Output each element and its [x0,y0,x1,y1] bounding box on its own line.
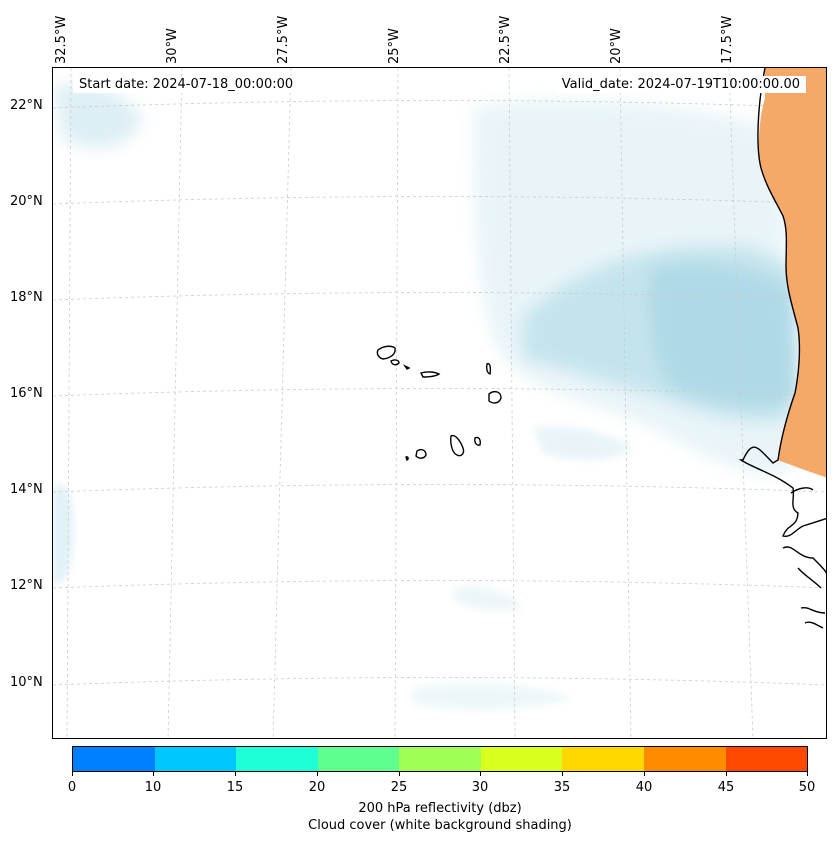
colorbar-segment [562,747,644,771]
colorbar-segment [236,747,318,771]
colorbar-tickmark [72,772,73,776]
colorbar-tickmark [644,772,645,776]
colorbar-tickmark [726,772,727,776]
colorbar-segment [73,747,155,771]
island-brava [405,456,409,461]
lon-label-20w: 20°W [609,28,624,64]
island-sao-nicolau [420,371,441,378]
grid-lon-30w [167,68,183,738]
colorbar-tick-label: 15 [226,780,244,795]
colorbar-segment [643,747,726,771]
graticule [53,68,826,738]
grid-lat-10n [53,677,826,686]
lon-label-27-5w: 27.5°W [276,15,291,64]
reflectivity-colorbar [72,746,808,772]
lat-label-18n: 18°N [10,290,43,305]
colorbar-tickmark [235,772,236,776]
colorbar-tickmark [153,772,154,776]
colorbar-tick-label: 50 [798,780,816,795]
grid-lat-14n [53,484,826,493]
island-maio [474,436,481,446]
grid-lon-17-5w [728,68,754,738]
bissagos-islands [800,606,826,629]
map-canvas [53,68,826,738]
cloud-shading [53,84,798,710]
colorbar-tick-label: 0 [67,780,77,795]
grid-lon-25w [394,68,399,738]
west-africa-coast [738,68,826,538]
colorbar-segment [725,747,808,771]
island-boa-vista [488,390,502,404]
island-fogo [415,448,427,459]
grid-lon-32-5w [66,68,72,738]
lon-label-30w: 30°W [165,28,180,64]
start-date-label: Start date: 2024-07-18_00:00:00 [73,76,300,93]
lon-label-25w: 25°W [387,28,402,64]
lat-label-22n: 22°N [10,98,43,113]
colorbar-tick-label: 35 [553,780,571,795]
colorbar-tick-label: 40 [635,780,653,795]
guinea-bissau-coast [782,546,826,589]
island-santiago [450,434,465,457]
coastline [738,68,826,629]
lat-label-14n: 14°N [10,482,43,497]
colorbar-tickmark [480,772,481,776]
valid-date-label: Valid_date: 2024-07-19T10:00:00.00 [555,76,806,93]
map-panel: Start date: 2024-07-18_00:00:00 Valid_da… [52,67,827,739]
island-sal [485,362,492,375]
island-santo-antao [376,345,396,360]
grid-lon-27-5w [272,68,292,738]
island-santa-luzia [402,364,411,370]
colorbar-tick-label: 20 [308,780,326,795]
lon-label-32-5w: 32.5°W [54,15,69,64]
lat-label-20n: 20°N [10,194,43,209]
colorbar-tick-label: 45 [717,780,735,795]
colorbar-segment [399,747,481,771]
land-shading [758,68,826,478]
colorbar-label: 200 hPa reflectivity (dbz) [358,801,522,816]
colorbar-segment [154,747,237,771]
grid-lat-22n [53,100,826,109]
lon-label-17-5w: 17.5°W [720,15,735,64]
grid-lon-22-5w [508,68,516,738]
colorbar-sublabel: Cloud cover (white background shading) [308,818,572,833]
colorbar-segment [480,747,563,771]
colorbar-tick-label: 30 [471,780,489,795]
lat-label-12n: 12°N [10,578,43,593]
colorbar-tickmark [807,772,808,776]
gambia-estuary [790,487,814,494]
colorbar-tickmark [399,772,400,776]
grid-lat-12n [53,580,826,589]
colorbar-tick-label: 10 [144,780,162,795]
lon-label-22-5w: 22.5°W [498,15,513,64]
colorbar-tickmark [317,772,318,776]
cape-verde-islands [376,345,502,461]
grid-lon-20w [619,68,632,738]
colorbar-tickmark [562,772,563,776]
colorbar-segment [317,747,400,771]
island-sao-vicente [390,359,400,366]
colorbar-tick-label: 25 [390,780,408,795]
lat-label-10n: 10°N [10,675,43,690]
lat-label-16n: 16°N [10,386,43,401]
